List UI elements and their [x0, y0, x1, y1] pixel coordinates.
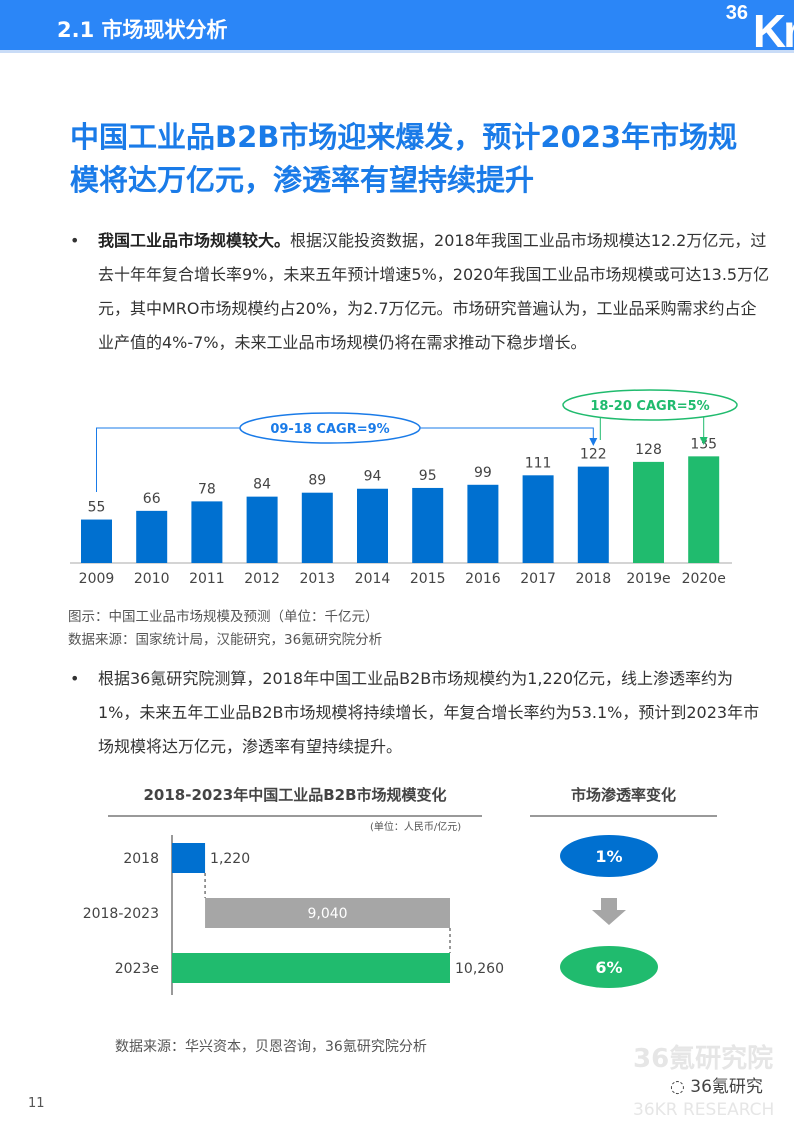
page-headline: 中国工业品B2B市场迎来爆发，预计2023年市场规模将达万亿元，渗透率有望持续提…: [70, 120, 738, 197]
wechat-watermark: ◌ 36氪研究: [670, 1077, 763, 1097]
penetration-title: 市场渗透率变化: [530, 784, 717, 817]
data-label: 78: [198, 481, 216, 497]
market-size-bar-chart: 55 2009 66 2010 78 2011 84 2012 89 2013 94 2014 95 20…: [70, 389, 738, 587]
watermark: 36氪研究院: [633, 1044, 774, 1074]
data-label: 55: [88, 500, 106, 516]
bar-2019e: [633, 461, 664, 563]
source-note: 数据来源：华兴资本，贝恩咨询，36氪研究院分析: [115, 1039, 427, 1055]
bar-2009: [81, 519, 112, 563]
bar-2016: [467, 484, 499, 563]
bar-2013: [301, 492, 333, 563]
bar-2014: [357, 488, 388, 563]
tick-label: 2013: [299, 571, 335, 587]
watermark-en: 36KR RESEARCH: [633, 1100, 775, 1120]
down-arrow-icon: [592, 898, 626, 925]
bar-2015: [412, 487, 444, 563]
bullet-text: 根据汉能投资数据，2018年我国工业品市场规模达12.2万亿元，过去十年年复合增…: [98, 231, 770, 352]
bullet-bold-lead: 我国工业品市场规模较大。: [98, 231, 291, 250]
data-label: 94: [364, 469, 382, 485]
bar-2018: [577, 466, 609, 563]
header-bar: 2.1 市场现状分析 36 Kr: [0, 0, 794, 57]
data-label: 10,260: [455, 961, 504, 977]
category-label: 2018-2023: [83, 906, 159, 922]
tick-label: 2009: [79, 571, 115, 587]
bar-2017: [522, 475, 554, 563]
chart-caption: 图示：中国工业品市场规模及预测（单位：千亿元）: [68, 609, 379, 625]
data-label: 111: [525, 455, 552, 471]
bar-2011: [191, 501, 223, 563]
arrow-icon: [589, 438, 598, 446]
data-label: 66: [143, 491, 161, 507]
penetration-2018-badge: [560, 835, 658, 877]
tick-label: 2012: [244, 571, 280, 587]
tick-label: 2019e: [626, 571, 670, 587]
bar-2023e: [172, 953, 450, 983]
tick-label: 2018: [575, 571, 611, 587]
cagr-badge-1: [239, 412, 421, 444]
tick-label: 2014: [355, 571, 391, 587]
bullet-paragraph-1: • 我国工业品市场规模较大。根据汉能投资数据，2018年我国工业品市场规模达12…: [70, 231, 770, 352]
b2b-chart-title: 2018-2023年中国工业品B2B市场规模变化: [108, 784, 482, 817]
chart-source: 数据来源：国家统计局，汉能研究，36氪研究院分析: [68, 632, 383, 648]
bullet-text: 根据36氪研究院测算，2018年中国工业品B2B市场规模约为1,220亿元，线上…: [98, 669, 760, 756]
penetration-2018: 1%: [595, 847, 622, 866]
penetration-2023: 6%: [595, 958, 622, 977]
bar-2018: [172, 843, 206, 873]
cagr-label-2: 18-20 CAGR=5%: [590, 399, 709, 414]
tick-label: 2016: [465, 571, 501, 587]
data-label: 99: [474, 465, 492, 481]
tick-label: 2011: [189, 571, 225, 587]
unit-label: (单位：人民币/亿元): [370, 822, 462, 833]
penetration-2023-badge: [560, 946, 658, 988]
data-label: 95: [419, 468, 437, 484]
data-label: 1,220: [210, 851, 250, 867]
data-label: 9,040: [307, 906, 347, 922]
arrow-icon: [699, 437, 708, 445]
data-label: 122: [580, 447, 607, 463]
bar-2020e: [688, 456, 720, 563]
cagr-badge-2: [562, 389, 738, 421]
section-title: 2.1 市场现状分析: [57, 18, 228, 42]
bullet-paragraph-2: • 根据36氪研究院测算，2018年中国工业品B2B市场规模约为1,220亿元，…: [70, 662, 770, 764]
tick-label: 2020e: [682, 571, 726, 587]
tick-label: 2010: [134, 571, 170, 587]
data-label: 128: [635, 442, 662, 458]
bar-2010: [136, 510, 168, 563]
tick-label: 2017: [520, 571, 556, 587]
data-label: 84: [253, 477, 271, 493]
bar-2018-2023: [205, 898, 450, 928]
tick-label: 2015: [410, 571, 446, 587]
page-number: 11: [28, 1096, 45, 1111]
bar-2012: [246, 496, 278, 563]
category-label: 2018: [123, 851, 159, 867]
data-label: 89: [308, 473, 326, 489]
category-label: 2023e: [115, 961, 159, 977]
cagr-label-1: 09-18 CAGR=9%: [270, 422, 389, 437]
